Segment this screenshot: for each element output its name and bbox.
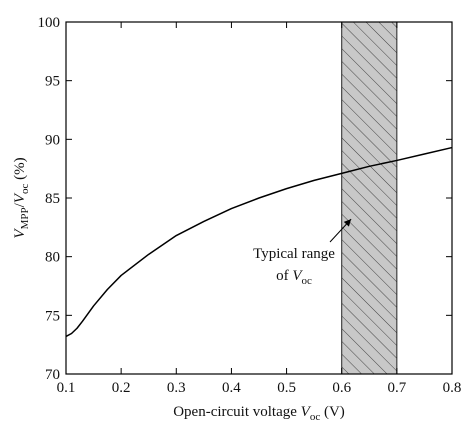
annotation-arrow-head [343,219,352,227]
y-tick-label: 100 [38,15,61,31]
x-tick-label: 0.4 [222,380,241,396]
x-axis-label: Open-circuit voltage Voc (V) [173,404,345,423]
y-tick-label: 80 [45,250,60,266]
series-layer [65,146,453,338]
series-line-0 [65,146,453,338]
x-tick-label: 0.1 [57,380,76,396]
x-tick-label: 0.8 [443,380,462,396]
y-tick-label: 70 [45,367,60,383]
shaded-region-layer [341,21,398,375]
ticks-layer: 0.1 0.2 0.3 0.4 0.5 0.6 0.7 0.8 70 75 80 85 90 95 100 [38,15,462,396]
annotation-layer: Typical range of Voc [253,218,352,287]
x-tick-label: 0.7 [387,380,406,396]
shaded-region [341,21,398,375]
y-tick-label: 95 [45,74,60,90]
x-tick-label: 0.5 [277,380,296,396]
x-tick-label: 0.3 [167,380,186,396]
annotation-line-2: of Voc [276,268,312,287]
x-tick-label: 0.2 [112,380,131,396]
y-tick-label: 90 [45,132,60,148]
y-tick-label: 85 [45,191,60,207]
y-axis-label: VMPP/Voc (%) [12,157,31,238]
x-tick-label: 0.6 [332,380,351,396]
annotation-line-1: Typical range [253,246,335,262]
y-tick-label: 75 [45,308,60,324]
